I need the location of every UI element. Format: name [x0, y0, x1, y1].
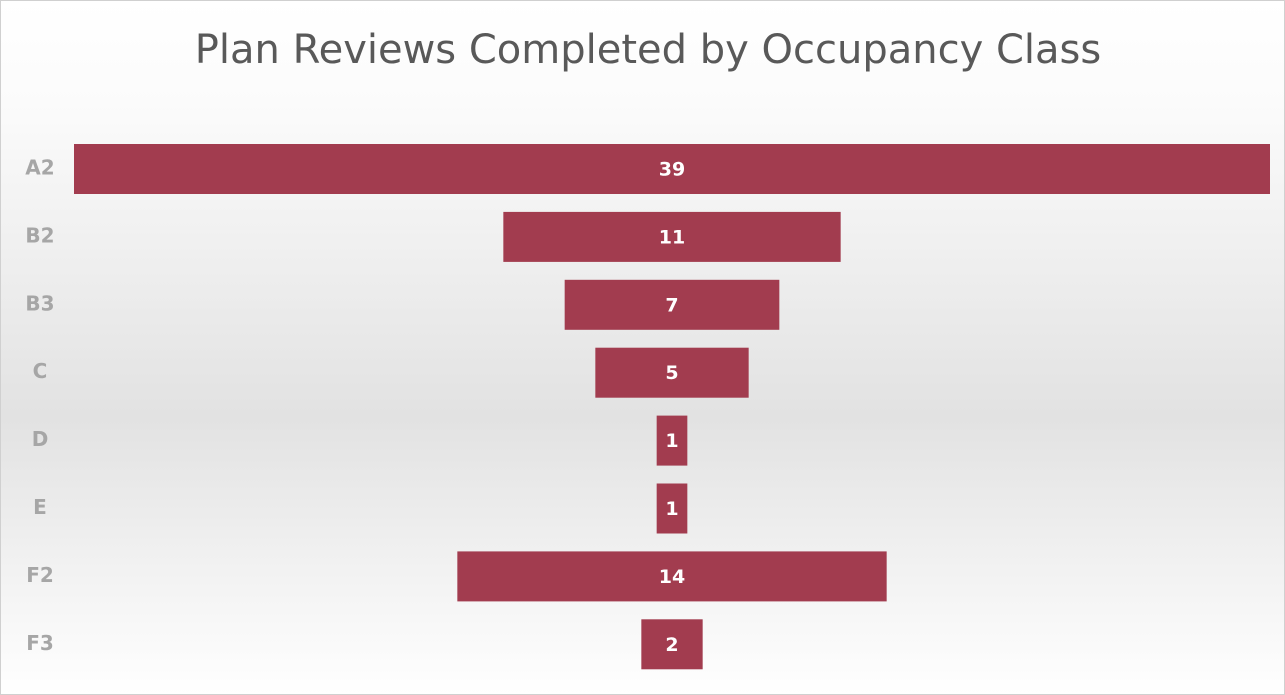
bar [595, 347, 749, 398]
category-label: C [33, 359, 48, 383]
bar [641, 619, 703, 670]
value-label: 1 [665, 430, 678, 452]
value-label: 2 [665, 634, 678, 656]
category-label: D [32, 427, 49, 451]
value-label: 39 [659, 159, 685, 181]
bar [656, 483, 688, 534]
category-label: F3 [26, 631, 54, 655]
category-label: F2 [26, 563, 54, 587]
value-label: 7 [665, 294, 678, 316]
category-label: B2 [25, 223, 54, 247]
value-label: 14 [659, 566, 685, 588]
value-label: 5 [665, 362, 678, 384]
bar [564, 279, 780, 330]
bar [656, 415, 688, 466]
category-label: A2 [25, 156, 54, 180]
bar [457, 551, 887, 602]
category-label: B3 [25, 291, 54, 315]
bar [74, 144, 1270, 194]
value-label: 11 [659, 226, 685, 248]
value-label: 1 [665, 498, 678, 520]
bar [503, 211, 841, 262]
category-label: E [33, 495, 47, 519]
chart-title: Plan Reviews Completed by Occupancy Clas… [195, 27, 1101, 73]
